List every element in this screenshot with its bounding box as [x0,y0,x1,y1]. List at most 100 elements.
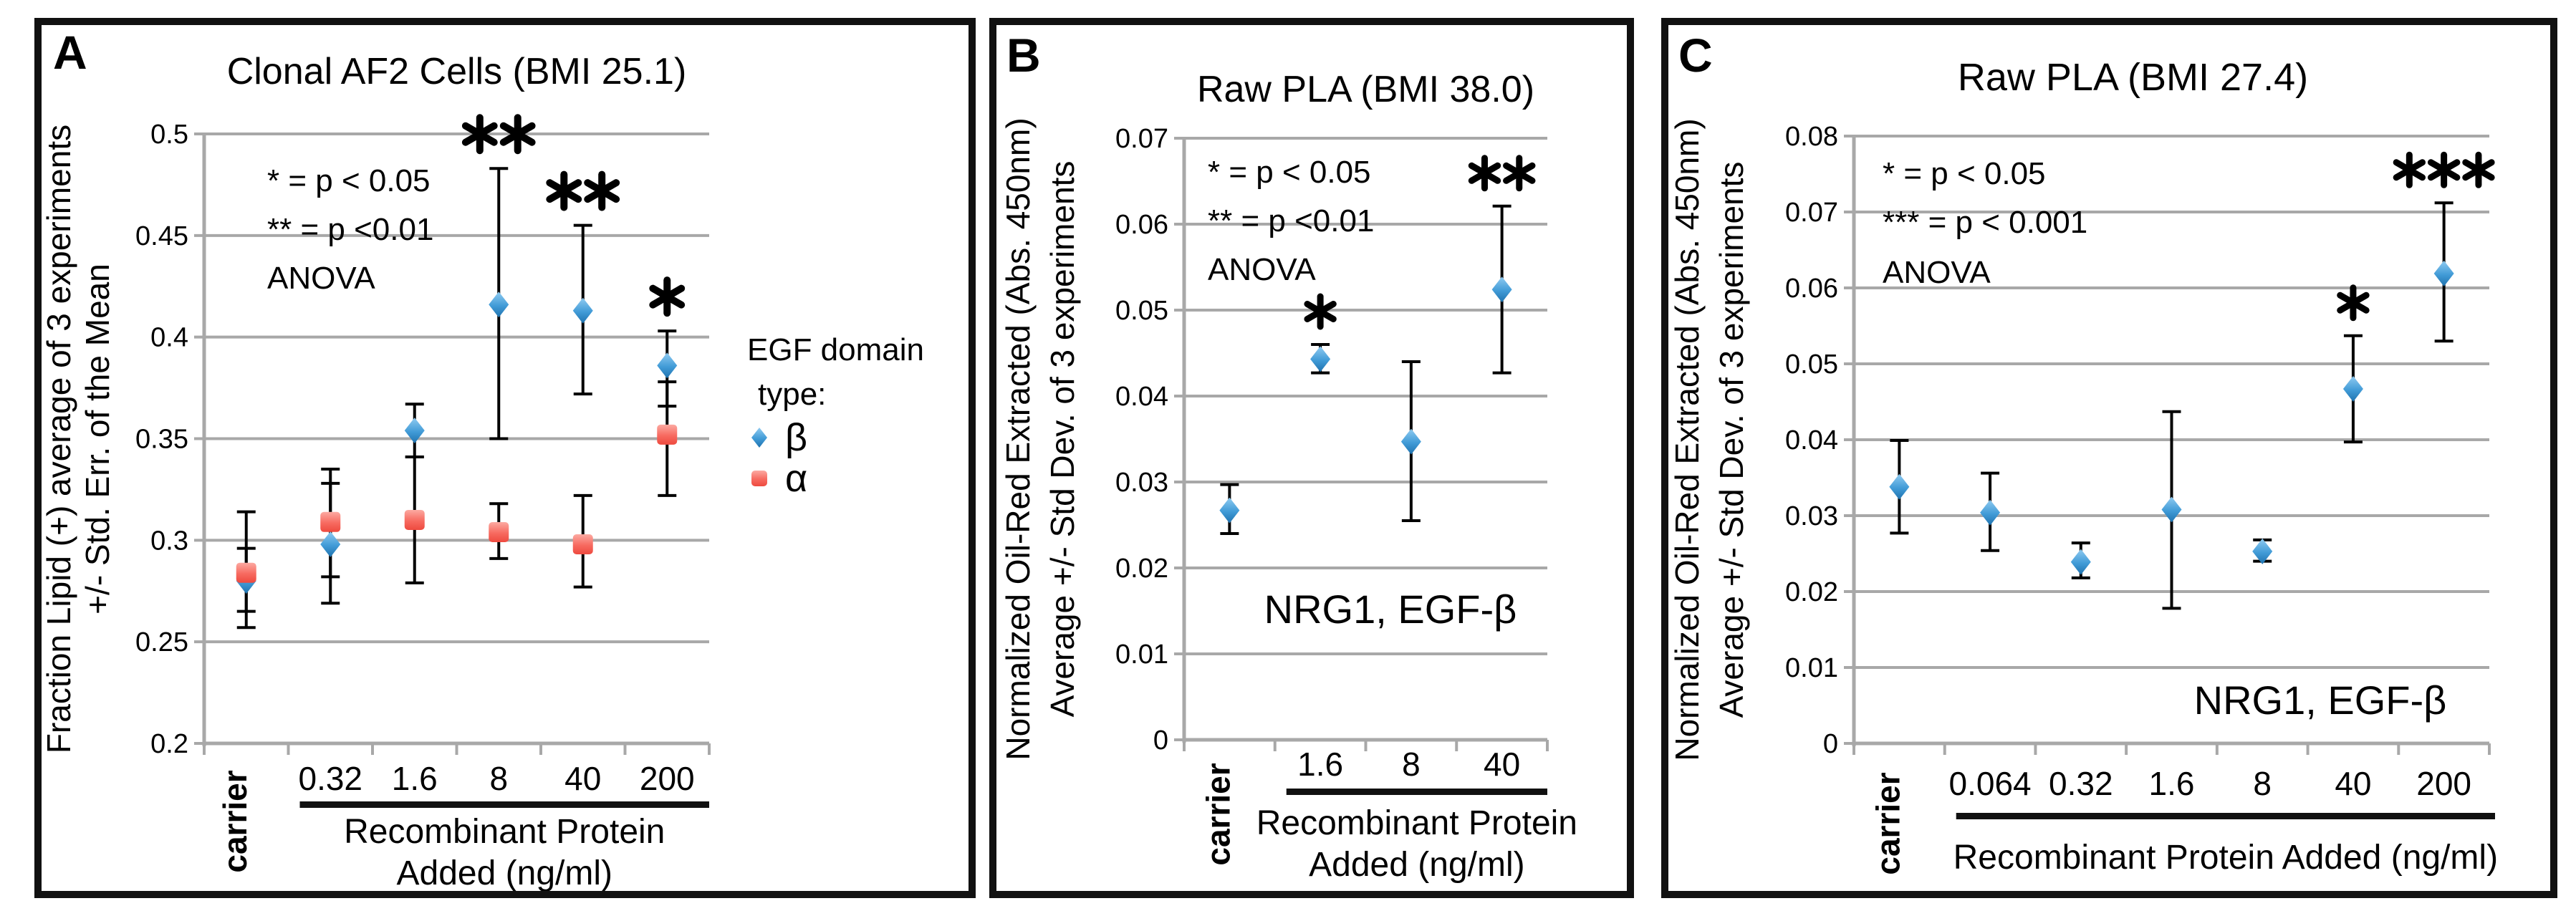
significance-star [584,170,620,211]
beta-data-marker [1310,346,1331,372]
x-tick-label: 1.6 [392,760,438,797]
x-axis-label: Recombinant Protein Added (ng/ml) [1953,839,2498,877]
y-axis-label: Average +/- Std Dev. of 3 experiments [1713,162,1750,718]
significance-star [2337,284,2370,322]
beta-data-marker [2070,549,2091,575]
beta-data-marker [489,291,509,318]
x-tick-label-carrier: carrier [1869,772,1906,874]
star-stroke [499,122,536,146]
x-tick-label: 40 [2335,765,2371,802]
star-stroke [2393,159,2426,181]
beta-data-marker [1980,499,2001,526]
y-tick-label: 0.01 [1115,640,1168,670]
panel-border [989,18,1634,898]
dose-underline [299,801,709,808]
x-axis-label: Added (ng/ml) [397,854,612,892]
significance-star [2427,151,2461,188]
star-stroke [2337,291,2370,314]
y-tick-label: 0 [1823,729,1838,759]
stats-note: ANOVA [1208,252,1316,287]
beta-data-marker [2433,260,2454,286]
x-axis-label: Recombinant Protein [344,813,665,851]
panel-c-letter: C [1678,29,1714,82]
y-tick-label: 0.5 [150,120,188,150]
y-tick-label: 0.35 [135,425,188,455]
alpha-data-marker [320,511,341,532]
stats-note: ** = p <0.01 [1208,203,1374,238]
legend-beta-marker [751,428,767,448]
y-tick-label: 0.25 [135,627,188,657]
panel-c-chart: 0.08 0.07 0.06 0.05 0.04 0.03 0.02 0.01 0 carrier… [1661,18,2557,898]
y-axis-label: Normalized Oil-Red Extracted (Abs. 450nm… [999,117,1037,760]
y-axis-label: Fraction Lipid (+) average of 3 experime… [40,125,77,753]
panel-border [34,18,976,898]
stats-note: * = p < 0.05 [1208,155,1371,190]
stats-note: *** = p < 0.001 [1883,205,2087,240]
beta-data-marker [404,418,425,444]
x-tick-label: 40 [564,760,601,797]
x-tick-label: 1.6 [1297,746,1343,783]
beta-data-marker [1491,276,1512,303]
panel-c: C Raw PLA (BMI 27.4) 0.08 0.07 0.06 0.05 0.0… [1661,18,2557,898]
alpha-data-marker [572,534,593,555]
x-tick-label-carrier: carrier [216,770,254,872]
x-tick-label: 0.32 [298,760,362,797]
beta-data-marker [1219,497,1240,524]
panel-a-title: Clonal AF2 Cells (BMI 25.1) [226,51,687,92]
y-tick-label: 0.2 [150,729,188,759]
stats-note: ** = p <0.01 [267,212,433,247]
x-tick-label: 8 [489,760,508,797]
y-tick-label: 0.03 [1115,468,1168,498]
significance-star [1503,155,1536,192]
x-tick-label: 8 [2253,765,2272,802]
x-tick-label: 200 [640,760,695,797]
beta-data-marker [1400,428,1421,455]
inplot-label: NRG1, EGF-β [1264,587,1517,632]
y-tick-label: 0.04 [1785,425,1838,455]
x-tick-label: 8 [1402,746,1421,783]
panel-b-chart: 0.07 0.06 0.05 0.04 0.03 0.02 0.01 0 carrier 1.6 8… [989,18,1634,898]
significance-star [2462,151,2495,188]
panel-border [1661,18,2557,898]
beta-data-marker [1889,473,1910,500]
x-tick-label: 200 [2416,765,2471,802]
legend-alpha-marker [751,471,767,486]
stats-note: * = p < 0.05 [1883,156,2046,191]
panel-b: B Raw PLA (BMI 38.0) 0.07 0.06 0.05 0.04 0.0… [989,18,1634,898]
x-tick-label-carrier: carrier [1199,763,1236,865]
alpha-data-marker [657,424,678,445]
panel-b-letter: B [1006,29,1042,82]
x-tick-label: 1.6 [2149,765,2195,802]
y-tick-label: 0.01 [1785,653,1838,683]
y-tick-label: 0.02 [1115,554,1168,584]
beta-data-marker [572,297,593,324]
stats-note: ANOVA [267,261,375,296]
y-tick-label: 0.02 [1785,577,1838,607]
significance-star [461,114,498,155]
y-tick-label: 0.03 [1785,501,1838,531]
panel-b-title: Raw PLA (BMI 38.0) [1196,69,1535,110]
star-stroke [546,179,582,203]
beta-data-marker [320,531,341,558]
star-stroke [1503,162,1536,184]
legend-entry-label: α [785,457,807,500]
x-axis-label: Added (ng/ml) [1309,846,1524,884]
star-stroke [2427,159,2461,181]
y-tick-label: 0.08 [1785,122,1838,152]
significance-star [649,276,686,317]
alpha-data-marker [404,509,425,530]
stats-note: * = p < 0.05 [267,163,431,198]
significance-star [2393,151,2426,188]
x-tick-label: 0.32 [2049,765,2113,802]
stats-note: ANOVA [1883,255,1991,290]
y-axis-label: Average +/- Std Dev. of 3 experiments [1044,161,1081,718]
legend-entry-label: β [785,416,807,459]
beta-data-marker [2342,375,2363,402]
alpha-data-marker [489,521,509,542]
y-tick-label: 0.3 [150,526,188,556]
dose-underline [1956,813,2495,819]
star-stroke [1304,301,1337,322]
star-stroke [2462,159,2495,181]
y-axis-label: +/- Std. Err. of the Mean [79,264,116,614]
